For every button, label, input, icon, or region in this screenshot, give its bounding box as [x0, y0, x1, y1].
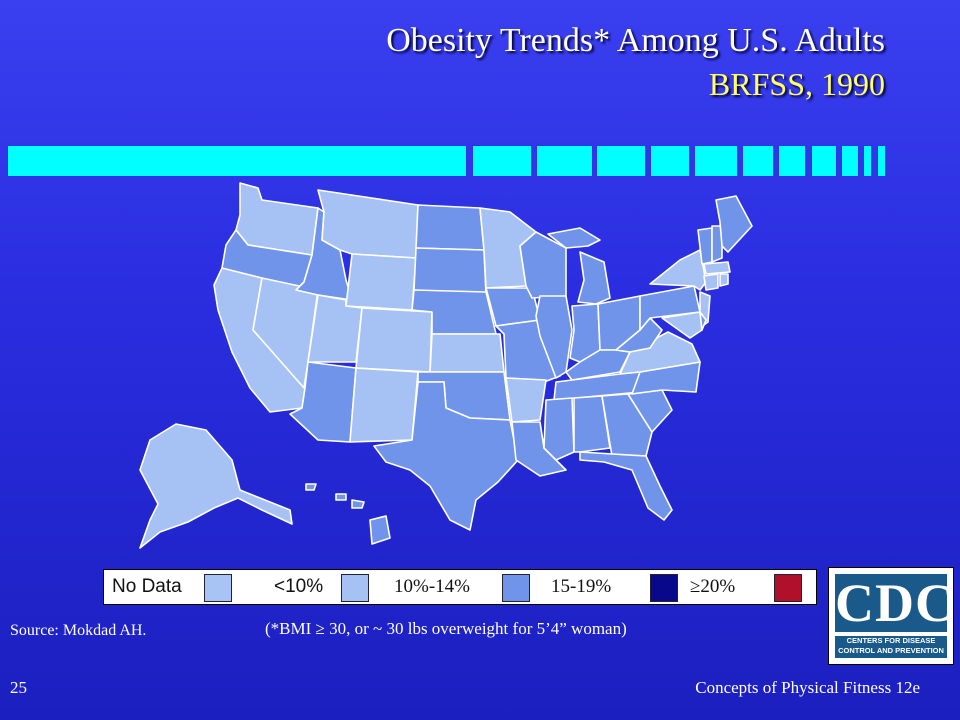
state-me: [715, 195, 753, 253]
state-hi: [369, 515, 391, 545]
slide-subtitle: BRFSS, 1990: [708, 66, 885, 102]
state-ma: [703, 261, 731, 275]
decorative-bar: [779, 146, 805, 176]
cdc-logo-letters: CDC: [835, 573, 955, 633]
state-de: [699, 311, 707, 331]
legend-swatch-under-10: [341, 574, 369, 602]
decorative-bar: [537, 146, 592, 176]
decorative-bar: [695, 146, 737, 176]
state-tx: [373, 381, 519, 531]
state-ks: [429, 333, 505, 373]
slide-title: Obesity Trends* Among U.S. Adults: [386, 22, 885, 59]
state-al: [573, 395, 611, 453]
state-il: [535, 295, 573, 379]
state-ms: [543, 397, 575, 461]
state-ga: [601, 393, 653, 457]
decorative-bar: [8, 146, 466, 176]
slide-number: 25: [10, 678, 27, 697]
legend-swatch-no-data: [204, 574, 232, 602]
cdc-logo: CDC CENTERS FOR DISEASE CONTROL AND PREV…: [828, 567, 954, 665]
map-legend: No Data <10% 10%-14% 15-19% ≥20%: [103, 569, 817, 605]
decorative-bar: [597, 146, 645, 176]
decorative-bar: [842, 146, 858, 176]
bmi-footnote: (*BMI ≥ 30, or ~ 30 lbs overweight for 5…: [265, 619, 627, 638]
state-sd: [413, 247, 487, 296]
state-mi: [577, 251, 611, 305]
legend-label-under-10: <10%: [274, 576, 324, 597]
state-pa: [639, 285, 701, 331]
state-ct: [703, 273, 719, 291]
decorative-bar: [812, 146, 836, 176]
decorative-bar: [864, 146, 871, 176]
state-wy: [345, 253, 417, 311]
state-hi: [335, 493, 347, 501]
state-ak: [139, 423, 293, 549]
state-ri: [719, 273, 729, 287]
decorative-bar-strip: [0, 146, 960, 176]
legend-swatch-10-14: [502, 574, 530, 602]
course-title: Concepts of Physical Fitness 12e: [695, 678, 920, 697]
cdc-logo-tagline: CENTERS FOR DISEASE CONTROL AND PREVENTI…: [835, 636, 947, 658]
legend-label-10-14: 10%-14%: [394, 576, 470, 597]
legend-label-20-plus: ≥20%: [690, 576, 736, 597]
state-nd: [415, 204, 485, 251]
state-ny: [649, 249, 707, 291]
state-hi: [351, 499, 365, 509]
source-citation: Source: Mokdad AH.: [10, 622, 147, 639]
state-la: [511, 421, 567, 477]
state-fl: [579, 451, 673, 521]
decorative-bar: [878, 146, 885, 176]
state-nh: [711, 225, 723, 263]
decorative-bar: [651, 146, 689, 176]
legend-swatch-15-19: [650, 574, 678, 602]
state-mi-upper: [547, 227, 601, 249]
state-hi: [305, 483, 317, 491]
decorative-bar: [473, 146, 531, 176]
legend-label-15-19: 15-19%: [551, 576, 612, 597]
legend-swatch-20-plus: [774, 574, 802, 602]
cdc-tagline-line1: CENTERS FOR DISEASE: [846, 636, 936, 645]
state-co: [355, 307, 433, 373]
state-ar: [505, 377, 547, 423]
cdc-tagline-line2: CONTROL AND PREVENTION: [838, 646, 944, 655]
state-nm: [349, 367, 419, 443]
legend-label-no-data: No Data: [112, 576, 182, 597]
decorative-bar: [743, 146, 773, 176]
us-obesity-map: [100, 180, 800, 575]
state-va: [619, 331, 701, 375]
